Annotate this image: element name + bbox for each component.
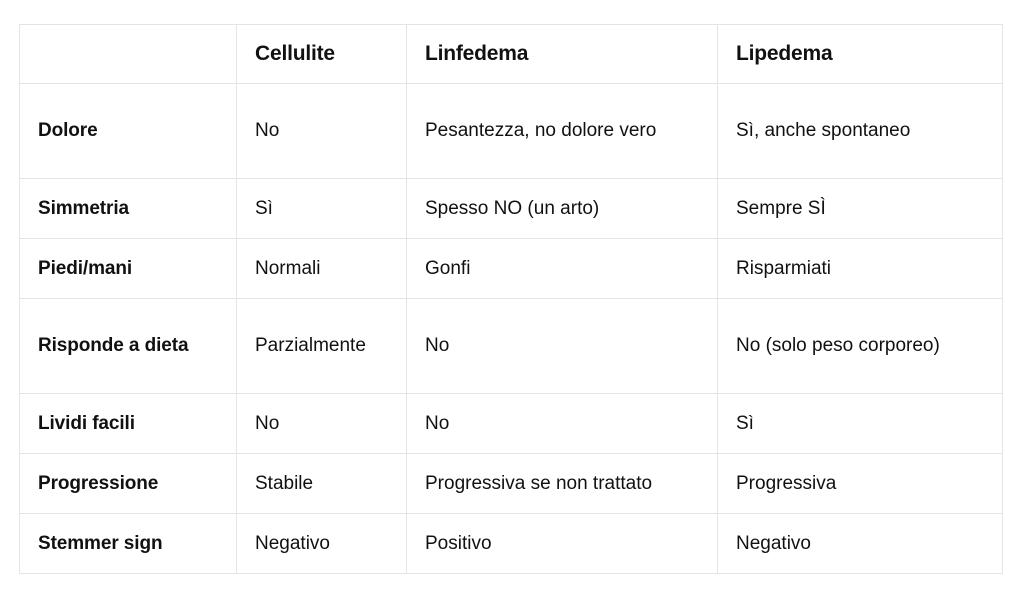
cell-lividi-facili-linfedema: No bbox=[406, 393, 718, 454]
table-corner-cell bbox=[19, 24, 237, 84]
cell-lividi-facili-lipedema: Sì bbox=[717, 393, 1003, 454]
comparison-table-container: Cellulite Linfedema Lipedema Dolore No P… bbox=[19, 24, 1003, 574]
table-row: Dolore No Pesantezza, no dolore vero Sì,… bbox=[19, 83, 1003, 179]
cell-piedi-mani-linfedema: Gonfi bbox=[406, 238, 718, 299]
cell-dolore-lipedema: Sì, anche spontaneo bbox=[717, 83, 1003, 179]
comparison-table: Cellulite Linfedema Lipedema Dolore No P… bbox=[19, 24, 1003, 574]
cell-simmetria-lipedema: Sempre SÌ bbox=[717, 178, 1003, 239]
cell-simmetria-cellulite: Sì bbox=[236, 178, 407, 239]
row-header-progressione: Progressione bbox=[19, 453, 237, 514]
table-row: Piedi/mani Normali Gonfi Risparmiati bbox=[19, 238, 1003, 299]
table-row: Progressione Stabile Progressiva se non … bbox=[19, 453, 1003, 514]
cell-progressione-cellulite: Stabile bbox=[236, 453, 407, 514]
cell-risponde-a-dieta-linfedema: No bbox=[406, 298, 718, 394]
table-row: Stemmer sign Negativo Positivo Negativo bbox=[19, 513, 1003, 574]
cell-risponde-a-dieta-cellulite: Parzialmente bbox=[236, 298, 407, 394]
row-header-simmetria: Simmetria bbox=[19, 178, 237, 239]
column-header-linfedema: Linfedema bbox=[406, 24, 718, 84]
row-header-lividi-facili: Lividi facili bbox=[19, 393, 237, 454]
cell-lividi-facili-cellulite: No bbox=[236, 393, 407, 454]
cell-stemmer-sign-lipedema: Negativo bbox=[717, 513, 1003, 574]
row-header-stemmer-sign: Stemmer sign bbox=[19, 513, 237, 574]
table-row: Simmetria Sì Spesso NO (un arto) Sempre … bbox=[19, 178, 1003, 239]
cell-piedi-mani-cellulite: Normali bbox=[236, 238, 407, 299]
row-header-risponde-a-dieta: Risponde a dieta bbox=[19, 298, 237, 394]
table-body: Dolore No Pesantezza, no dolore vero Sì,… bbox=[19, 83, 1003, 574]
row-header-piedi-mani: Piedi/mani bbox=[19, 238, 237, 299]
cell-risponde-a-dieta-lipedema: No (solo peso corporeo) bbox=[717, 298, 1003, 394]
column-header-cellulite: Cellulite bbox=[236, 24, 407, 84]
cell-dolore-linfedema: Pesantezza, no dolore vero bbox=[406, 83, 718, 179]
table-header-row: Cellulite Linfedema Lipedema bbox=[19, 24, 1003, 84]
cell-stemmer-sign-cellulite: Negativo bbox=[236, 513, 407, 574]
cell-progressione-lipedema: Progressiva bbox=[717, 453, 1003, 514]
table-row: Risponde a dieta Parzialmente No No (sol… bbox=[19, 298, 1003, 394]
column-header-lipedema: Lipedema bbox=[717, 24, 1003, 84]
row-header-dolore: Dolore bbox=[19, 83, 237, 179]
cell-stemmer-sign-linfedema: Positivo bbox=[406, 513, 718, 574]
cell-piedi-mani-lipedema: Risparmiati bbox=[717, 238, 1003, 299]
table-row: Lividi facili No No Sì bbox=[19, 393, 1003, 454]
cell-dolore-cellulite: No bbox=[236, 83, 407, 179]
cell-progressione-linfedema: Progressiva se non trattato bbox=[406, 453, 718, 514]
table-header: Cellulite Linfedema Lipedema bbox=[19, 24, 1003, 84]
cell-simmetria-linfedema: Spesso NO (un arto) bbox=[406, 178, 718, 239]
